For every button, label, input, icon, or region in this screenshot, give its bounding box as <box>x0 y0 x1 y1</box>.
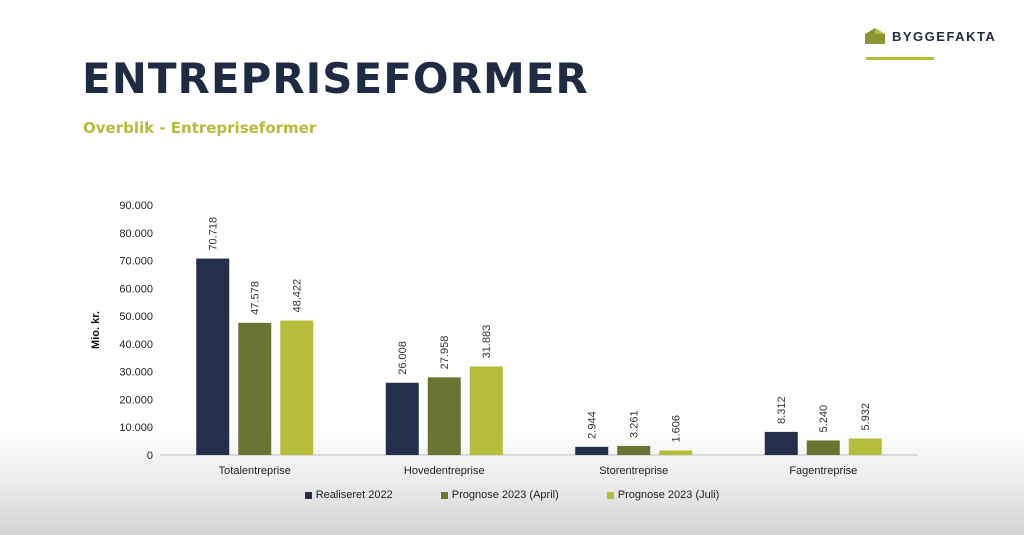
page-subtitle: Overblik - Entrepriseformer <box>83 119 317 137</box>
x-category-label: Fagentreprise <box>789 465 857 477</box>
y-tick-label: 30.000 <box>119 367 153 379</box>
legend-swatch <box>304 491 312 499</box>
y-tick-label: 20.000 <box>119 394 153 406</box>
x-category-label: Storentreprise <box>599 465 668 477</box>
x-category-label: Totalentreprise <box>219 465 291 477</box>
legend-swatch <box>606 491 614 499</box>
data-label: 48.422 <box>292 279 304 313</box>
page-title: ENTREPRISEFORMER <box>82 54 589 103</box>
bar <box>238 322 272 455</box>
bar <box>427 377 461 455</box>
legend-item: Prognose 2023 (April) <box>440 489 559 501</box>
bar <box>385 382 419 455</box>
data-label: 47.578 <box>250 281 262 315</box>
bar <box>196 258 230 455</box>
data-label: 26.008 <box>397 341 409 375</box>
bar <box>280 320 314 455</box>
bar <box>659 450 693 455</box>
y-tick-label: 50.000 <box>119 311 153 323</box>
bar-chart: Mio. kr. 0 10.000 20.000 30.000 40.000 50.000… <box>90 200 918 477</box>
brand-logo: BYGGEFAKTA <box>865 28 996 44</box>
y-tick-label: 90.000 <box>119 200 153 212</box>
data-label: 27.958 <box>439 336 451 370</box>
data-label: 70.718 <box>208 217 220 251</box>
legend-label: Realiseret 2022 <box>315 489 393 501</box>
y-tick-label: 80.000 <box>119 228 153 240</box>
data-label: 5.932 <box>860 403 872 431</box>
data-label: 2.944 <box>587 411 599 439</box>
y-axis-label: Mio. kr. <box>90 311 102 349</box>
x-category-label: Hovedentreprise <box>404 465 485 477</box>
legend-swatch <box>440 491 448 499</box>
bar <box>575 446 609 455</box>
legend-label: Prognose 2023 (April) <box>451 489 559 501</box>
brand-name: BYGGEFAKTA <box>892 28 997 44</box>
legend-item: Prognose 2023 (Juli) <box>606 489 720 501</box>
bar <box>764 431 798 455</box>
y-tick-label: 10.000 <box>119 422 153 434</box>
y-tick-label: 40.000 <box>119 339 153 351</box>
y-tick-label: 60.000 <box>119 283 153 295</box>
bar <box>617 445 651 455</box>
legend-label: Prognose 2023 (Juli) <box>617 489 720 501</box>
data-label: 3.261 <box>629 410 641 438</box>
bar <box>469 366 503 455</box>
data-label: 1.606 <box>671 415 683 443</box>
data-label: 31.883 <box>481 325 493 359</box>
data-label: 8.312 <box>776 396 788 424</box>
bar <box>806 440 840 455</box>
data-label: 5.240 <box>818 405 830 433</box>
brand-underline <box>866 57 934 60</box>
house-logo-icon <box>865 28 885 44</box>
chart-legend: Realiseret 2022 Prognose 2023 (April) Prog… <box>0 489 1024 501</box>
bar <box>848 438 882 455</box>
y-tick-label: 0 <box>147 450 153 462</box>
legend-item: Realiseret 2022 <box>304 489 393 501</box>
y-tick-label: 70.000 <box>119 256 153 268</box>
